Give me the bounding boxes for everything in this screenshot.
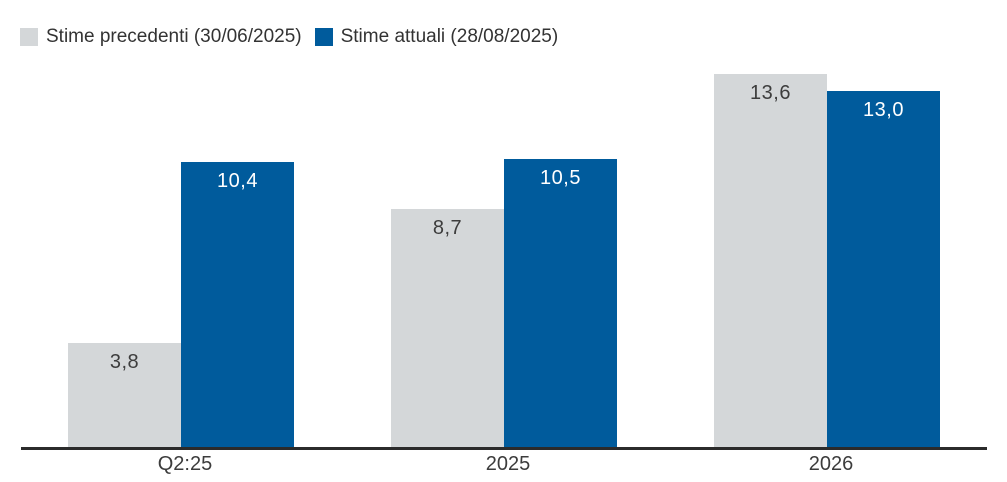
legend-swatch-current <box>314 27 333 46</box>
legend-item-previous: Stime precedenti (30/06/2025) <box>20 27 302 46</box>
bar-value-label: 10,5 <box>540 167 581 189</box>
legend-item-current: Stime attuali (28/08/2025) <box>314 26 559 47</box>
bar-current-2025: 10,5 <box>504 159 617 447</box>
bar-previous-2025: 8,7 <box>391 209 504 447</box>
bar-value-label: 3,8 <box>109 351 140 373</box>
legend: Stime precedenti (30/06/2025) Stime attu… <box>20 27 558 46</box>
bar-previous-q2-25: 3,8 <box>68 343 181 447</box>
x-axis-label-2026: 2026 <box>808 453 854 475</box>
bar-value-label: 10,4 <box>217 170 258 192</box>
bar-value-label: 8,7 <box>432 217 463 239</box>
legend-swatch-previous <box>20 27 38 46</box>
bar-value-label: 13,6 <box>750 82 791 104</box>
x-axis-label-q2-25: Q2:25 <box>157 453 213 475</box>
x-axis-label-2025: 2025 <box>485 453 531 475</box>
bar-value-label: 13,0 <box>863 99 904 121</box>
bar-current-q2-25: 10,4 <box>181 162 294 447</box>
bar-previous-2026: 13,6 <box>714 74 827 447</box>
bar-current-2026: 13,0 <box>827 91 940 447</box>
x-axis-line <box>21 447 987 450</box>
legend-label-current: Stime attuali (28/08/2025) <box>340 26 559 47</box>
legend-label-previous: Stime precedenti (30/06/2025) <box>46 26 302 47</box>
